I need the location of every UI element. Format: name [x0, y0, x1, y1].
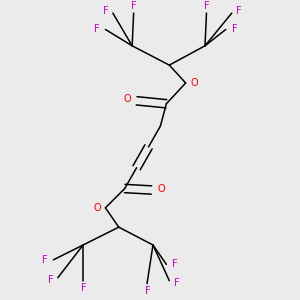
Text: F: F: [145, 286, 150, 296]
Text: F: F: [232, 24, 238, 34]
Text: F: F: [131, 1, 137, 11]
Text: O: O: [123, 94, 131, 104]
Text: F: F: [81, 283, 86, 293]
Text: F: F: [236, 6, 242, 16]
Text: O: O: [190, 78, 198, 88]
Text: F: F: [172, 259, 178, 269]
Text: F: F: [204, 1, 210, 11]
Text: F: F: [94, 24, 99, 34]
Text: F: F: [103, 6, 108, 16]
Text: F: F: [174, 278, 180, 288]
Text: F: F: [48, 275, 53, 285]
Text: F: F: [42, 255, 47, 265]
Text: O: O: [93, 203, 101, 213]
Text: O: O: [157, 184, 165, 194]
